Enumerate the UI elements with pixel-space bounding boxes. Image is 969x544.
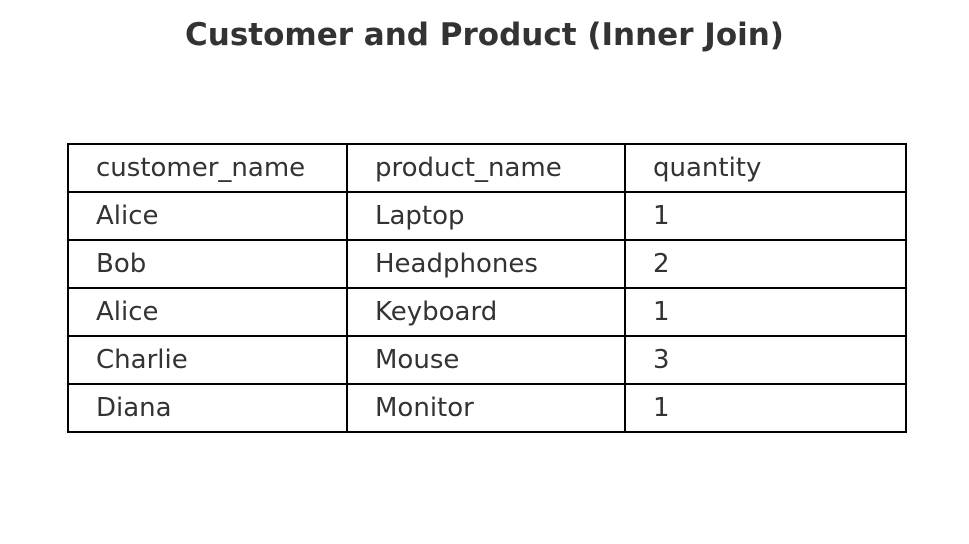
table-row: Alice Keyboard 1 (67, 287, 907, 337)
table-cell-product-name: Laptop (346, 191, 626, 241)
table-cell-product-name: Mouse (346, 335, 626, 385)
chart-title: Customer and Product (Inner Join) (185, 17, 784, 53)
table-cell-product-name: Keyboard (346, 287, 626, 337)
column-header-product-name: product_name (346, 143, 626, 193)
table-cell-quantity: 1 (624, 383, 907, 433)
table-cell-quantity: 1 (624, 191, 907, 241)
table-header-row: customer_name product_name quantity (67, 143, 907, 193)
table-row: Bob Headphones 2 (67, 239, 907, 289)
table-cell-customer-name: Alice (67, 287, 348, 337)
table-row: Alice Laptop 1 (67, 191, 907, 241)
data-table: customer_name product_name quantity Alic… (67, 143, 907, 433)
table-cell-quantity: 2 (624, 239, 907, 289)
table-cell-customer-name: Charlie (67, 335, 348, 385)
column-header-quantity: quantity (624, 143, 907, 193)
table-cell-customer-name: Diana (67, 383, 348, 433)
table-cell-customer-name: Alice (67, 191, 348, 241)
table-cell-quantity: 1 (624, 287, 907, 337)
table-cell-quantity: 3 (624, 335, 907, 385)
table-row: Charlie Mouse 3 (67, 335, 907, 385)
table-cell-product-name: Headphones (346, 239, 626, 289)
table-cell-product-name: Monitor (346, 383, 626, 433)
table-cell-customer-name: Bob (67, 239, 348, 289)
column-header-customer-name: customer_name (67, 143, 348, 193)
table-row: Diana Monitor 1 (67, 383, 907, 433)
